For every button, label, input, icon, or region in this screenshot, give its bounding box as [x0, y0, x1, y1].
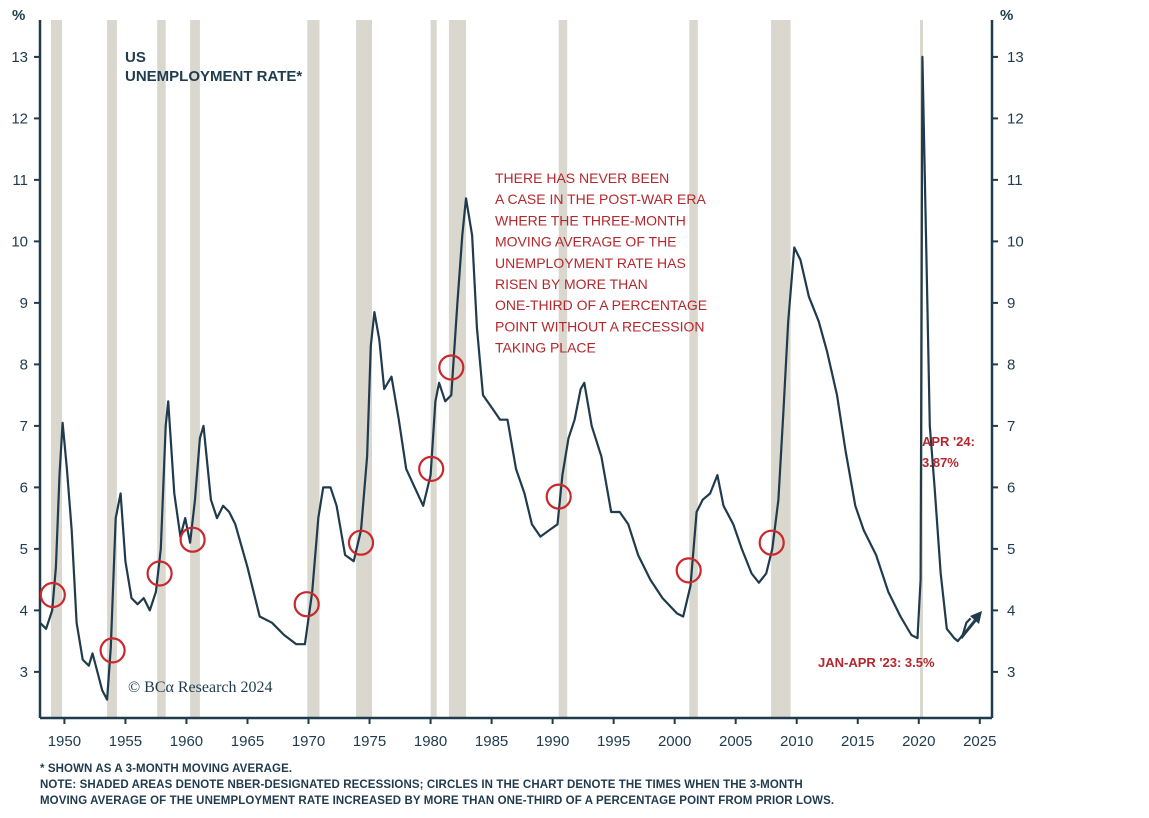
- recession-band-9: [689, 20, 698, 718]
- y-tick-label-left-8: 8: [20, 356, 28, 373]
- annotation-line-6: ONE-THIRD OF A PERCENTAGE: [495, 297, 707, 313]
- y-unit-left: %: [12, 7, 25, 24]
- credit: © BCα Research 2024: [128, 679, 273, 696]
- annotation-line-7: POINT WITHOUT A RECESSION: [495, 318, 705, 334]
- annotation-line-3: MOVING AVERAGE OF THE: [495, 234, 677, 250]
- annotation-line-8: TAKING PLACE: [495, 340, 596, 356]
- x-tick-label-1990: 1990: [536, 733, 569, 750]
- annotation-line-5: RISEN BY MORE THAN: [495, 276, 648, 292]
- arrow-icon: [961, 611, 982, 638]
- y-tick-label-right-8: 8: [1007, 356, 1015, 373]
- y-tick-label-right-11: 11: [1007, 172, 1023, 189]
- axes: [40, 20, 992, 718]
- y-tick-label-left-13: 13: [11, 49, 28, 66]
- x-tick-label-1960: 1960: [170, 733, 203, 750]
- recession-band-0: [51, 20, 62, 718]
- y-tick-label-left-4: 4: [20, 602, 28, 619]
- y-tick-label-left-7: 7: [20, 418, 28, 435]
- recession-band-3: [190, 20, 200, 718]
- circles: [41, 356, 784, 663]
- annotation-line-1: A CASE IN THE POST-WAR ERA: [495, 191, 706, 207]
- footnote-2: NOTE: SHADED AREAS DENOTE NBER-DESIGNATE…: [40, 779, 803, 791]
- y-tick-label-right-4: 4: [1007, 602, 1015, 619]
- y-tick-label-left-5: 5: [20, 541, 28, 558]
- y-tick-label-right-6: 6: [1007, 479, 1015, 496]
- x-tick-label-1955: 1955: [109, 733, 142, 750]
- x-tick-label-2015: 2015: [841, 733, 874, 750]
- annotation-apr24-line-2: 3.87%: [922, 455, 959, 470]
- annotation-apr24-line-1: APR '24:: [922, 434, 975, 449]
- x-tick-label-2000: 2000: [658, 733, 691, 750]
- y-tick-label-right-9: 9: [1007, 295, 1015, 312]
- chart-title-line-1: US: [125, 49, 146, 66]
- annotations: THERE HAS NEVER BEEN A CASE IN THE POST-W…: [495, 170, 707, 356]
- chart-title-line-2: UNEMPLOYMENT RATE*: [125, 68, 302, 85]
- x-tick-label-1950: 1950: [48, 733, 81, 750]
- recession-band-10: [771, 20, 791, 718]
- y-unit-right: %: [1000, 7, 1013, 24]
- annotation-line-0: THERE HAS NEVER BEEN: [495, 170, 669, 186]
- y-tick-label-right-12: 12: [1007, 110, 1024, 127]
- x-tick-label-2025: 2025: [963, 733, 996, 750]
- x-tick-label-2010: 2010: [780, 733, 813, 750]
- y-tick-label-right-13: 13: [1007, 49, 1024, 66]
- y-tick-label-right-7: 7: [1007, 418, 1015, 435]
- unemployment-rate-line: [40, 57, 971, 700]
- recession-band-6: [431, 20, 437, 718]
- annotation-jan-apr23: JAN-APR '23: 3.5%: [818, 655, 935, 670]
- footnote-3: MOVING AVERAGE OF THE UNEMPLOYMENT RATE …: [40, 795, 834, 807]
- y-tick-label-left-12: 12: [11, 110, 28, 127]
- y-tick-label-left-6: 6: [20, 479, 28, 496]
- y-tick-label-right-3: 3: [1007, 664, 1015, 681]
- footnote-1: * SHOWN AS A 3-MONTH MOVING AVERAGE.: [40, 763, 292, 775]
- y-tick-label-right-10: 10: [1007, 233, 1024, 250]
- x-tick-label-2005: 2005: [719, 733, 752, 750]
- annotation-line-4: UNEMPLOYMENT RATE HAS: [495, 255, 686, 271]
- x-tick-label-1975: 1975: [353, 733, 386, 750]
- x-tick-label-1995: 1995: [597, 733, 630, 750]
- y-tick-label-left-11: 11: [12, 172, 28, 189]
- x-tick-label-1980: 1980: [414, 733, 447, 750]
- x-tick-label-1970: 1970: [292, 733, 325, 750]
- recession-bands: [51, 20, 923, 718]
- y-tick-label-left-10: 10: [11, 233, 28, 250]
- x-tick-label-1985: 1985: [475, 733, 508, 750]
- y-tick-label-left-3: 3: [20, 664, 28, 681]
- x-tick-label-2020: 2020: [902, 733, 935, 750]
- y-tick-label-right-5: 5: [1007, 541, 1015, 558]
- recession-band-2: [157, 20, 166, 718]
- x-tick-label-1965: 1965: [231, 733, 264, 750]
- annotation-line-2: WHERE THE THREE-MONTH: [495, 212, 686, 228]
- y-tick-label-left-9: 9: [20, 295, 28, 312]
- recession-band-8: [559, 20, 568, 718]
